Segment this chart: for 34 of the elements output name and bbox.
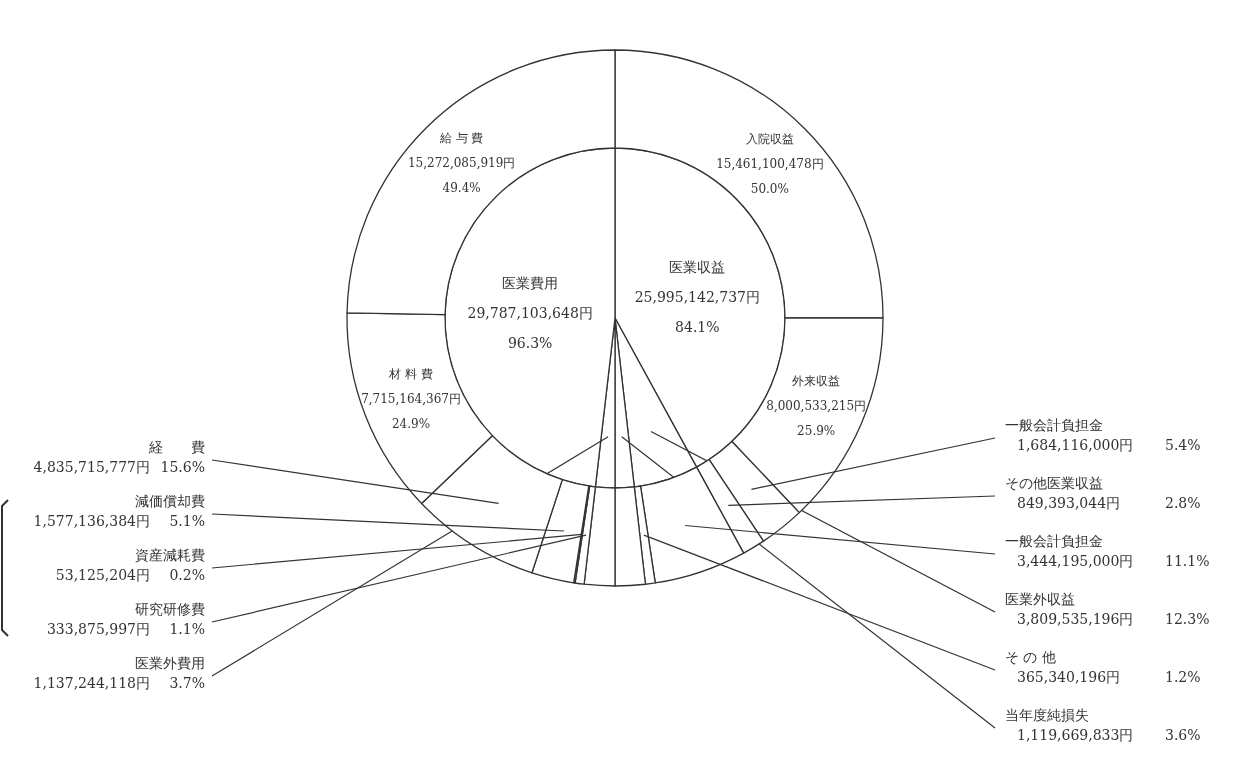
slice-label: その他医業収益 [1005, 475, 1103, 491]
slice-label: 給 与 費 [438, 130, 484, 145]
text: 333,875,997円 1.1% [46, 621, 205, 637]
data-label: 29,787,103,648円 96.3% [467, 305, 593, 352]
slice-label: 医業収益 [669, 258, 726, 275]
slice-label: 医業費用 [502, 275, 559, 292]
slice-label: 入院収益 [745, 132, 794, 147]
text: 53,125,204円 0.2% [55, 567, 205, 583]
slice-label: 一般会計負担金 [1005, 533, 1103, 549]
text: 1,119,669,833円 3.6% [1017, 727, 1201, 743]
slice-label: そ の 他 [1005, 649, 1056, 665]
data-label: 15,461,100,478円 50.0% [716, 157, 824, 197]
slice-label: 医業外収益 [1005, 591, 1075, 607]
data-label: 15,272,085,919円 49.4% [407, 155, 516, 195]
data-label: 7,715,164,367円 24.9% [361, 391, 461, 431]
slice-label: 医業外費用 [135, 655, 205, 671]
slice-label: 研究研修費 [135, 601, 205, 617]
text: 1,137,244,118円 3.7% [33, 675, 205, 691]
slice-label: 一般会計負担金 [1005, 417, 1103, 433]
slice-label: 当年度純損失 [1005, 707, 1089, 723]
data-label: 25,995,142,737円 84.1% [634, 288, 761, 335]
data-label: 4,835,715,777円 15.6% [33, 459, 205, 475]
slice-label: 減価償却費 [135, 493, 205, 509]
text: 1,684,116,000円 5.4% [1017, 437, 1201, 453]
slice-label: 資産減耗費 [135, 547, 205, 563]
text: 3,444,195,000円 11.1% [1017, 553, 1210, 569]
data-label: 8,000,533,215円 25.9% [766, 398, 867, 438]
text: 3,809,535,196円 12.3% [1017, 611, 1210, 627]
text: 365,340,196円 1.2% [1017, 669, 1201, 685]
slice-label: 経 費 [148, 439, 205, 455]
text: 849,393,044円 2.8% [1017, 495, 1201, 511]
text: 1,577,136,384円 5.1% [33, 513, 205, 529]
slice-label: 材 料 費 [388, 366, 433, 381]
slice-label: 外来収益 [792, 373, 841, 388]
